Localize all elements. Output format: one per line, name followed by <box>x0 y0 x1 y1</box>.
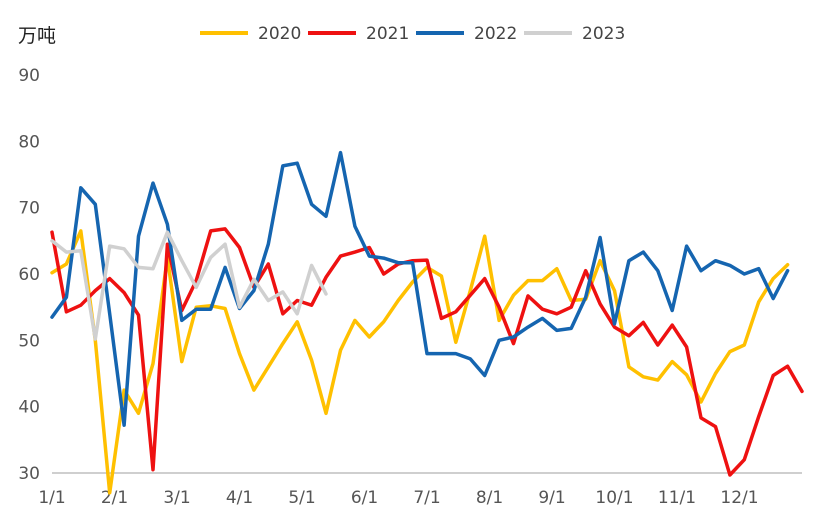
series-line-2023 <box>50 230 328 341</box>
x-tick-label: 3/1 <box>163 488 190 508</box>
legend-label-2020: 2020 <box>258 24 301 44</box>
y-tick-label: 70 <box>18 199 40 219</box>
series-line-2022 <box>50 150 790 427</box>
series-lines <box>50 150 804 495</box>
legend-label-2021: 2021 <box>366 24 409 44</box>
x-tick-label: 6/1 <box>351 488 378 508</box>
y-axis-ticks: 30 40 50 60 70 80 90 <box>18 66 40 484</box>
y-tick-label: 60 <box>18 265 40 285</box>
x-tick-label: 5/1 <box>288 488 315 508</box>
y-tick-label: 80 <box>18 132 40 152</box>
legend-label-2023: 2023 <box>582 24 625 44</box>
x-tick-label: 9/1 <box>538 488 565 508</box>
y-tick-label: 30 <box>18 464 40 484</box>
x-tick-label: 4/1 <box>226 488 253 508</box>
x-tick-label: 10/1 <box>595 488 633 508</box>
x-axis-ticks: 1/1 2/1 3/1 4/1 5/1 6/1 7/1 8/1 9/1 10/1 11/1 12/1 <box>38 488 758 508</box>
x-tick-label: 1/1 <box>38 488 65 508</box>
x-tick-label: 7/1 <box>413 488 440 508</box>
y-tick-label: 90 <box>18 66 40 86</box>
legend-label-2022: 2022 <box>474 24 517 44</box>
series-line-2020 <box>50 229 790 495</box>
legend: 2020 2021 2022 2023 <box>200 24 625 44</box>
y-unit-label: 万吨 <box>18 25 56 47</box>
x-tick-label: 11/1 <box>658 488 696 508</box>
y-tick-label: 40 <box>18 398 40 418</box>
x-tick-label: 8/1 <box>476 488 503 508</box>
y-tick-label: 50 <box>18 331 40 351</box>
x-tick-label: 2/1 <box>101 488 128 508</box>
x-tick-label: 12/1 <box>720 488 758 508</box>
